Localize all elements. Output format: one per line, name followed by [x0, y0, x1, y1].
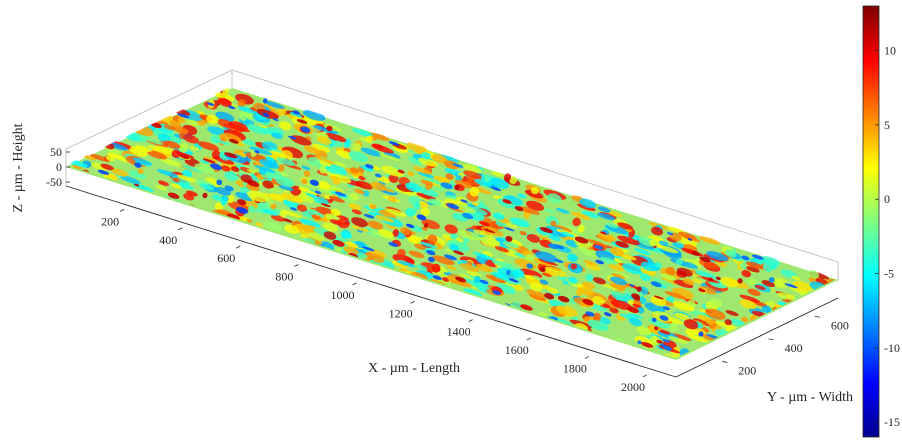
x-tick-label: 600 — [217, 251, 235, 265]
x-tick-label: 400 — [159, 233, 177, 247]
x-tick-label: 1000 — [330, 288, 354, 302]
y-tick-mark — [814, 315, 820, 318]
y-tick-label: 200 — [738, 363, 756, 377]
surface — [66, 86, 838, 360]
x-tick-mark — [352, 282, 357, 286]
x-tick-label: 2000 — [621, 380, 645, 394]
y-tick-mark — [722, 361, 728, 363]
x-tick-label: 1400 — [447, 325, 471, 339]
z-axis-label: Z - µm - Height — [11, 123, 26, 212]
x-tick-mark — [119, 209, 125, 212]
x-tick-mark — [526, 337, 531, 341]
z-tick-label: -50 — [46, 175, 62, 189]
x-tick-label: 1200 — [389, 306, 413, 320]
colorbar-tick-label: -15 — [884, 415, 900, 429]
x-axis-label: X - µm - Length — [368, 361, 460, 376]
y-tick-label: 400 — [785, 341, 803, 355]
x-tick-label: 1600 — [505, 343, 529, 357]
y-axis-label: Y - µm - Width — [767, 390, 853, 405]
y-axis-ticks: 200 400 600 — [722, 315, 849, 377]
x-tick-label: 800 — [275, 270, 293, 284]
x-tick-mark — [236, 245, 241, 249]
y-tick-label: 600 — [831, 318, 849, 332]
x-tick-mark — [642, 374, 648, 378]
axes-box-back — [65, 69, 839, 282]
x-tick-label: 200 — [101, 214, 119, 228]
z-tick-label: 50 — [50, 145, 62, 159]
z-axis-ticks: 500-50 — [46, 145, 70, 189]
colorbar-tick-label: 10 — [884, 44, 896, 58]
colorbar: 10 5 0 -5 -10 -15 — [862, 5, 900, 438]
x-axis-ticks: 200 400 600 800 1000 1200 1400 1600 1800 2000 — [101, 209, 648, 394]
z-tick-label: 0 — [56, 160, 62, 174]
y-tick-mark — [768, 338, 774, 341]
x-tick-mark — [294, 264, 299, 267]
colorbar-tick-label: 5 — [884, 118, 890, 132]
x-tick-mark — [178, 227, 183, 231]
axes-box-front — [65, 185, 839, 378]
x-tick-mark — [468, 319, 473, 323]
x-tick-label: 1800 — [563, 361, 587, 375]
x-tick-mark — [410, 300, 415, 304]
colorbar-tick-label: 0 — [884, 192, 890, 206]
colorbar-tick-label: -10 — [884, 341, 900, 355]
x-tick-mark — [584, 356, 590, 359]
colorbar-gradient — [862, 5, 880, 438]
colorbar-tick-label: -5 — [884, 267, 894, 281]
colorbar-ticks: 10 5 0 -5 -10 -15 — [875, 44, 900, 429]
